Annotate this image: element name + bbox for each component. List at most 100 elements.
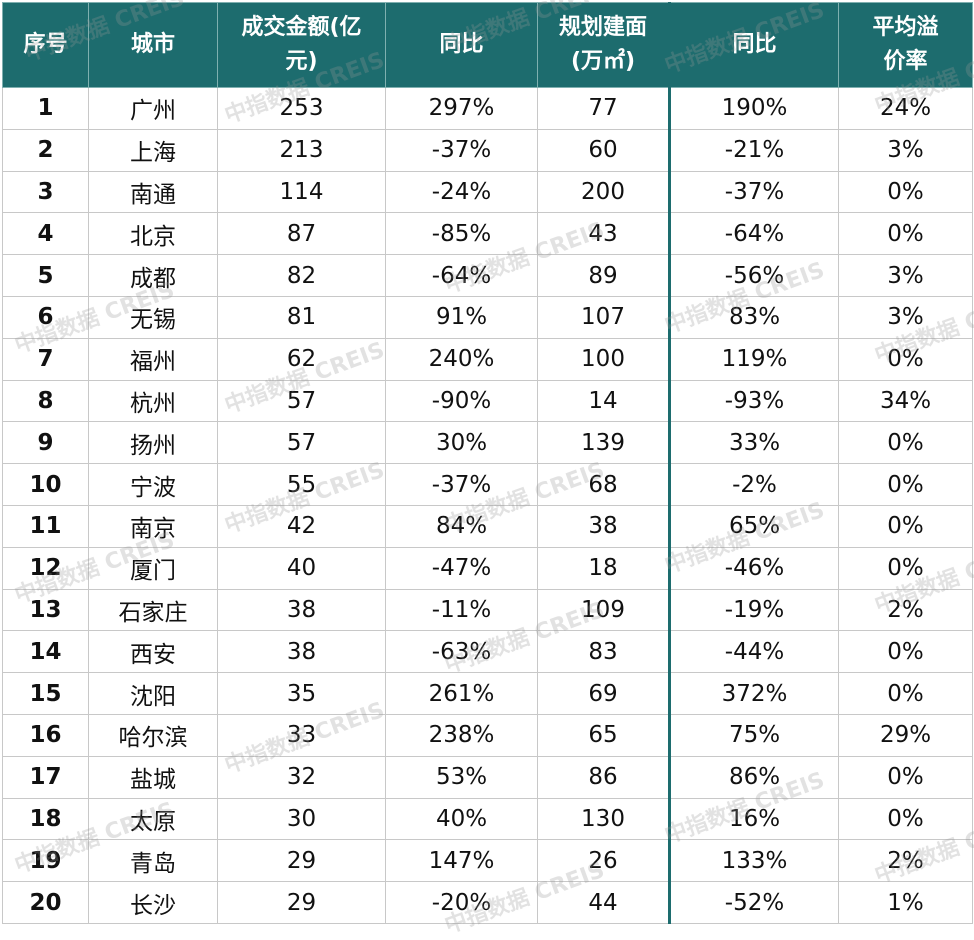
table-cell: -64% bbox=[385, 254, 538, 297]
header-cell: 平均溢价率 bbox=[838, 2, 973, 88]
table-cell: 65 bbox=[537, 713, 670, 757]
table-cell: 0% bbox=[838, 546, 973, 590]
table-cell: 107 bbox=[537, 295, 670, 339]
table-cell: 133% bbox=[668, 839, 839, 883]
table-cell: 福州 bbox=[88, 337, 218, 381]
table-cell: 147% bbox=[385, 839, 538, 883]
table-cell: 43 bbox=[537, 212, 670, 256]
table-cell: 114 bbox=[217, 170, 386, 214]
table-cell: 130 bbox=[537, 797, 670, 841]
table-cell: 青岛 bbox=[88, 839, 218, 883]
header-text: 城市 bbox=[130, 32, 175, 57]
data-table: 序号 城市 成交金额(亿元) 同比 规划建面(万㎡) 同比 平均溢价率 1 广州 253 297%… bbox=[2, 2, 973, 924]
table-cell: 40% bbox=[385, 797, 538, 841]
table-cell: 北京 bbox=[88, 212, 218, 256]
table-cell: 1 bbox=[2, 87, 89, 130]
table-cell: 57 bbox=[217, 421, 386, 465]
table-cell: 238% bbox=[385, 713, 538, 757]
table-cell: 长沙 bbox=[88, 881, 218, 924]
table-cell: 0% bbox=[838, 504, 973, 548]
table-cell: 9 bbox=[2, 421, 89, 465]
table-row: 6 无锡 81 91% 107 83% 3% bbox=[2, 295, 973, 339]
table-cell: 0% bbox=[838, 797, 973, 841]
table-cell: 30 bbox=[217, 797, 386, 841]
table-cell: 17 bbox=[2, 755, 89, 799]
header-text: 序号 bbox=[23, 32, 68, 57]
table-cell: -46% bbox=[668, 546, 839, 590]
table-cell: 14 bbox=[537, 379, 670, 423]
table-cell: -85% bbox=[385, 212, 538, 256]
header-cell: 规划建面(万㎡) bbox=[537, 2, 670, 88]
table-cell: 213 bbox=[217, 128, 386, 172]
table-row: 15 沈阳 35 261% 69 372% 0% bbox=[2, 672, 973, 715]
table-cell: 成都 bbox=[88, 254, 218, 297]
table-row: 18 太原 30 40% 130 16% 0% bbox=[2, 797, 973, 841]
table-cell: 4 bbox=[2, 212, 89, 256]
table-cell: 8 bbox=[2, 379, 89, 423]
table-cell: 69 bbox=[537, 672, 670, 715]
table-cell: -47% bbox=[385, 546, 538, 590]
header-text: 成交金额(亿元) bbox=[241, 15, 362, 74]
table-cell: 扬州 bbox=[88, 421, 218, 465]
table-cell: 65% bbox=[668, 504, 839, 548]
header-cell: 成交金额(亿元) bbox=[217, 2, 386, 88]
table-cell: 62 bbox=[217, 337, 386, 381]
table-cell: 53% bbox=[385, 755, 538, 799]
table-cell: 240% bbox=[385, 337, 538, 381]
table-cell: 18 bbox=[537, 546, 670, 590]
table-cell: 57 bbox=[217, 379, 386, 423]
table-cell: 广州 bbox=[88, 87, 218, 130]
table-row: 2 上海 213 -37% 60 -21% 3% bbox=[2, 128, 973, 172]
table-cell: 杭州 bbox=[88, 379, 218, 423]
table-cell: -2% bbox=[668, 463, 839, 506]
table-cell: 29 bbox=[217, 839, 386, 883]
table-cell: 盐城 bbox=[88, 755, 218, 799]
table-cell: 33% bbox=[668, 421, 839, 465]
table-cell: -37% bbox=[385, 128, 538, 172]
header-cell: 同比 bbox=[668, 2, 839, 88]
table-cell: 厦门 bbox=[88, 546, 218, 590]
table-cell: -56% bbox=[668, 254, 839, 297]
table-cell: 77 bbox=[537, 87, 670, 130]
table-cell: 7 bbox=[2, 337, 89, 381]
table-row: 7 福州 62 240% 100 119% 0% bbox=[2, 337, 973, 381]
table-cell: 30% bbox=[385, 421, 538, 465]
table-cell: 44 bbox=[537, 881, 670, 924]
table-cell: 15 bbox=[2, 672, 89, 715]
table-row: 1 广州 253 297% 77 190% 24% bbox=[2, 87, 973, 130]
table-cell: 55 bbox=[217, 463, 386, 506]
table-cell: 109 bbox=[537, 588, 670, 632]
table-cell: 2% bbox=[838, 839, 973, 883]
table-row: 19 青岛 29 147% 26 133% 2% bbox=[2, 839, 973, 883]
table-cell: 16 bbox=[2, 713, 89, 757]
table-cell: 42 bbox=[217, 504, 386, 548]
table-cell: 86 bbox=[537, 755, 670, 799]
header-cell: 同比 bbox=[385, 2, 538, 88]
table-cell: -52% bbox=[668, 881, 839, 924]
table-cell: 26 bbox=[537, 839, 670, 883]
table-cell: -37% bbox=[668, 170, 839, 214]
table-row: 16 哈尔滨 33 238% 65 75% 29% bbox=[2, 713, 973, 757]
table-cell: -90% bbox=[385, 379, 538, 423]
table-row: 9 扬州 57 30% 139 33% 0% bbox=[2, 421, 973, 465]
table-cell: -20% bbox=[385, 881, 538, 924]
table-body: 1 广州 253 297% 77 190% 24% 2 上海 213 -37% 60 -21% 3% 3 南通… bbox=[2, 87, 973, 924]
table-cell: 253 bbox=[217, 87, 386, 130]
table-row: 12 厦门 40 -47% 18 -46% 0% bbox=[2, 546, 973, 590]
table-row: 5 成都 82 -64% 89 -56% 3% bbox=[2, 254, 973, 297]
table-cell: 0% bbox=[838, 337, 973, 381]
table-cell: -44% bbox=[668, 630, 839, 674]
table-cell: 119% bbox=[668, 337, 839, 381]
table-cell: 372% bbox=[668, 672, 839, 715]
table-cell: 32 bbox=[217, 755, 386, 799]
table-row: 13 石家庄 38 -11% 109 -19% 2% bbox=[2, 588, 973, 632]
table-cell: 3 bbox=[2, 170, 89, 214]
header-text: 同比 bbox=[439, 32, 484, 57]
table-cell: 2% bbox=[838, 588, 973, 632]
table-cell: 11 bbox=[2, 504, 89, 548]
table-cell: 261% bbox=[385, 672, 538, 715]
table-cell: 84% bbox=[385, 504, 538, 548]
table-cell: 16% bbox=[668, 797, 839, 841]
table-cell: -64% bbox=[668, 212, 839, 256]
